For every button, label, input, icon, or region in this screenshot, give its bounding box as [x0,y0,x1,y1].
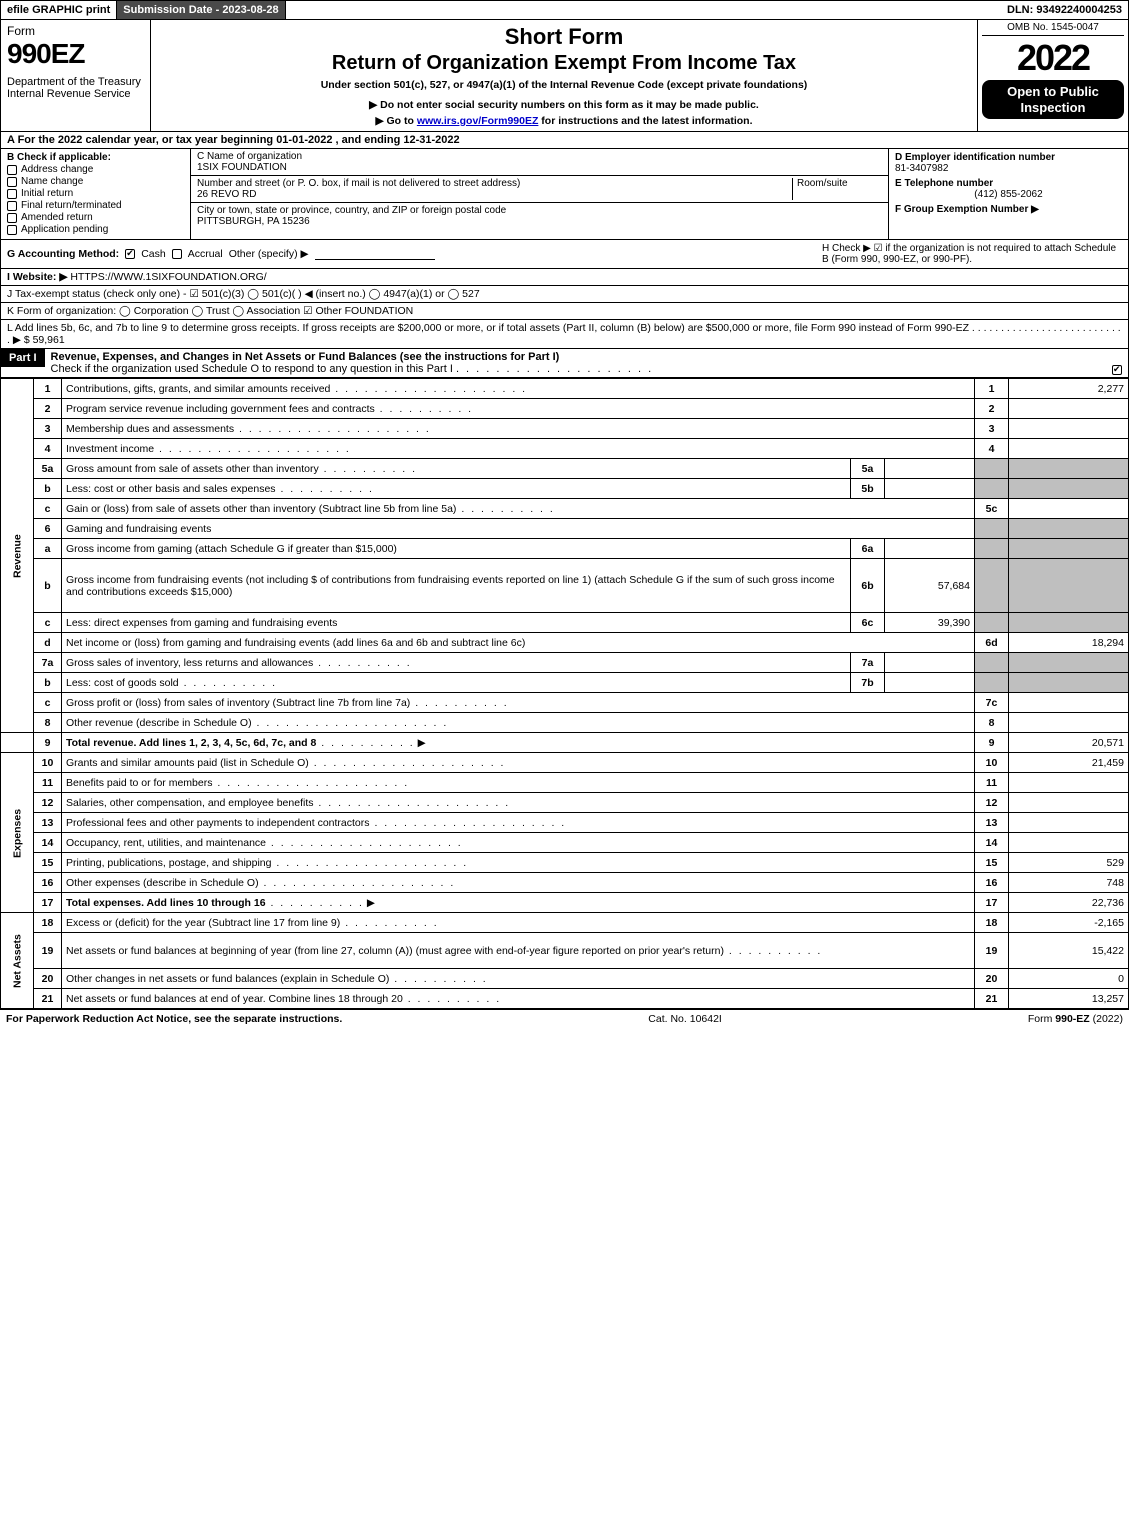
checkbox-cash[interactable] [125,249,135,259]
ein-label: D Employer identification number [895,152,1122,163]
accounting-method-label: G Accounting Method: [7,248,119,260]
line-6c-value: 39,390 [885,613,975,633]
line-18-value: -2,165 [1009,913,1129,933]
tax-year: 2022 [982,40,1124,76]
dept-label: Department of the Treasury [7,76,144,88]
line-3-value [1009,419,1129,439]
line-1-value: 2,277 [1009,379,1129,399]
line-2-value [1009,399,1129,419]
checkbox-final-return[interactable] [7,201,17,211]
other-specify-input[interactable] [315,248,435,260]
irs-link[interactable]: www.irs.gov/Form990EZ [417,115,539,127]
section-k: K Form of organization: ◯ Corporation ◯ … [0,303,1129,320]
checkbox-amended-return[interactable] [7,213,17,223]
line-7c-value [1009,693,1129,713]
line-6b-value: 57,684 [885,559,975,613]
subtitle-3: ▶ Go to www.irs.gov/Form990EZ for instru… [157,115,971,127]
ein-value: 81-3407982 [895,163,1122,174]
part-1-title: Revenue, Expenses, and Changes in Net As… [45,349,1128,377]
section-b-label: B Check if applicable: [7,152,184,163]
title-short-form: Short Form [157,24,971,50]
line-20-value: 0 [1009,969,1129,989]
top-bar: efile GRAPHIC print Submission Date - 20… [0,0,1129,20]
form-header: Form 990EZ Department of the Treasury In… [0,20,1129,132]
header-right: OMB No. 1545-0047 2022 Open to Public In… [978,20,1128,131]
footer-mid: Cat. No. 10642I [648,1013,722,1025]
line-10-value: 21,459 [1009,753,1129,773]
line-6a-value [885,539,975,559]
line-9-value: 20,571 [1009,733,1129,753]
addr-value: 26 REVO RD [197,189,792,200]
part-1-header: Part I Revenue, Expenses, and Changes in… [0,349,1129,378]
footer-left: For Paperwork Reduction Act Notice, see … [6,1013,342,1025]
section-a: A For the 2022 calendar year, or tax yea… [0,132,1129,149]
city-value: PITTSBURGH, PA 15236 [197,216,506,227]
part-1-badge: Part I [1,349,45,367]
line-5b-value [885,479,975,499]
section-d-e-f: D Employer identification number 81-3407… [888,149,1128,239]
line-6d-value: 18,294 [1009,633,1129,653]
line-17-value: 22,736 [1009,893,1129,913]
form-number: 990EZ [7,38,144,70]
sections-b-through-f: B Check if applicable: Address change Na… [0,149,1129,240]
addr-label: Number and street (or P. O. box, if mail… [197,178,792,189]
lines-table: Revenue 1 Contributions, gifts, grants, … [0,378,1129,1009]
title-main: Return of Organization Exempt From Incom… [157,52,971,75]
line-5a-value [885,459,975,479]
form-word: Form [7,24,144,38]
checkbox-application-pending[interactable] [7,225,17,235]
footer-right: Form 990-EZ (2022) [1028,1013,1123,1025]
dln-label: DLN: 93492240004253 [1001,1,1128,19]
line-13-value [1009,813,1129,833]
checkbox-schedule-o[interactable] [1112,365,1122,375]
checkbox-name-change[interactable] [7,177,17,187]
irs-label: Internal Revenue Service [7,88,144,100]
subtitle-1: Under section 501(c), 527, or 4947(a)(1)… [157,79,971,91]
line-5c-value [1009,499,1129,519]
omb-number: OMB No. 1545-0047 [982,22,1124,36]
line-11-value [1009,773,1129,793]
phone-label: E Telephone number [895,178,1122,189]
section-g-h: G Accounting Method: Cash Accrual Other … [0,240,1129,269]
line-21-value: 13,257 [1009,989,1129,1009]
checkbox-accrual[interactable] [172,249,182,259]
submission-date-button[interactable]: Submission Date - 2023-08-28 [117,1,285,19]
line-19-value: 15,422 [1009,933,1129,969]
section-i: I Website: ▶ HTTPS://WWW.1SIXFOUNDATION.… [0,269,1129,286]
section-b: B Check if applicable: Address change Na… [1,149,191,239]
header-center: Short Form Return of Organization Exempt… [151,20,978,131]
line-4-value [1009,439,1129,459]
group-exemption-label: F Group Exemption Number ▶ [895,204,1122,215]
org-name: 1SIX FOUNDATION [197,162,882,173]
line-8-value [1009,713,1129,733]
checkbox-initial-return[interactable] [7,189,17,199]
net-assets-label: Net Assets [1,913,34,1009]
expenses-label: Expenses [1,753,34,913]
line-7b-value [885,673,975,693]
open-public-badge: Open to Public Inspection [982,80,1124,119]
line-15-value: 529 [1009,853,1129,873]
line-16-value: 748 [1009,873,1129,893]
city-label: City or town, state or province, country… [197,205,506,216]
section-l: L Add lines 5b, 6c, and 7b to line 9 to … [0,320,1129,349]
org-name-label: C Name of organization [197,151,882,162]
header-left: Form 990EZ Department of the Treasury In… [1,20,151,131]
phone-value: (412) 855-2062 [895,189,1122,200]
section-h: H Check ▶ ☑ if the organization is not r… [822,243,1122,265]
line-7a-value [885,653,975,673]
efile-label: efile GRAPHIC print [1,1,117,19]
section-c: C Name of organization 1SIX FOUNDATION N… [191,149,888,239]
room-label: Room/suite [797,178,882,189]
website-value: HTTPS://WWW.1SIXFOUNDATION.ORG/ [70,271,266,283]
checkbox-address-change[interactable] [7,165,17,175]
subtitle-2: ▶ Do not enter social security numbers o… [157,99,971,111]
section-j: J Tax-exempt status (check only one) - ☑… [0,286,1129,303]
footer: For Paperwork Reduction Act Notice, see … [0,1009,1129,1028]
revenue-label: Revenue [1,379,34,733]
line-14-value [1009,833,1129,853]
line-12-value [1009,793,1129,813]
